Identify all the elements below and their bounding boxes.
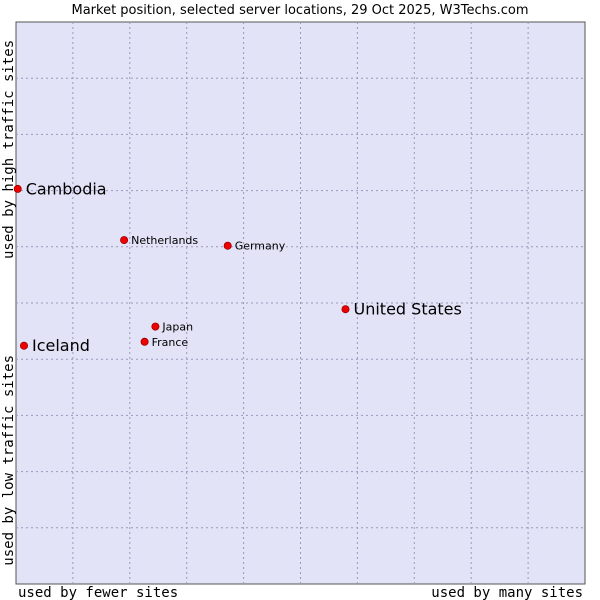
grid (16, 22, 585, 584)
point-marker-netherlands (120, 236, 129, 245)
point-label-cambodia: Cambodia (26, 179, 107, 198)
point-label-netherlands: Netherlands (131, 234, 198, 247)
point-label-france: France (152, 336, 189, 349)
point-label-germany: Germany (235, 240, 286, 253)
y-axis-label-low-traffic: used by low traffic sites (1, 355, 17, 566)
point-label-japan: Japan (161, 321, 193, 334)
point-marker-germany (223, 241, 232, 250)
point-marker-japan (151, 322, 160, 331)
point-marker-iceland (19, 341, 28, 350)
x-axis-label-fewer-sites: used by fewer sites (18, 585, 178, 600)
point-label-iceland: Iceland (32, 336, 90, 355)
data-points: Cambodia Netherlands Germany United States J… (13, 179, 462, 355)
y-axis-label-high-traffic: used by high traffic sites (1, 40, 17, 259)
point-marker-france (140, 337, 149, 346)
point-label-united-states: United States (354, 300, 462, 319)
point-marker-cambodia (13, 184, 22, 193)
x-axis-label-many-sites: used by many sites (431, 585, 583, 600)
chart-title: Market position, selected server locatio… (71, 3, 528, 18)
point-marker-united-states (341, 305, 350, 314)
